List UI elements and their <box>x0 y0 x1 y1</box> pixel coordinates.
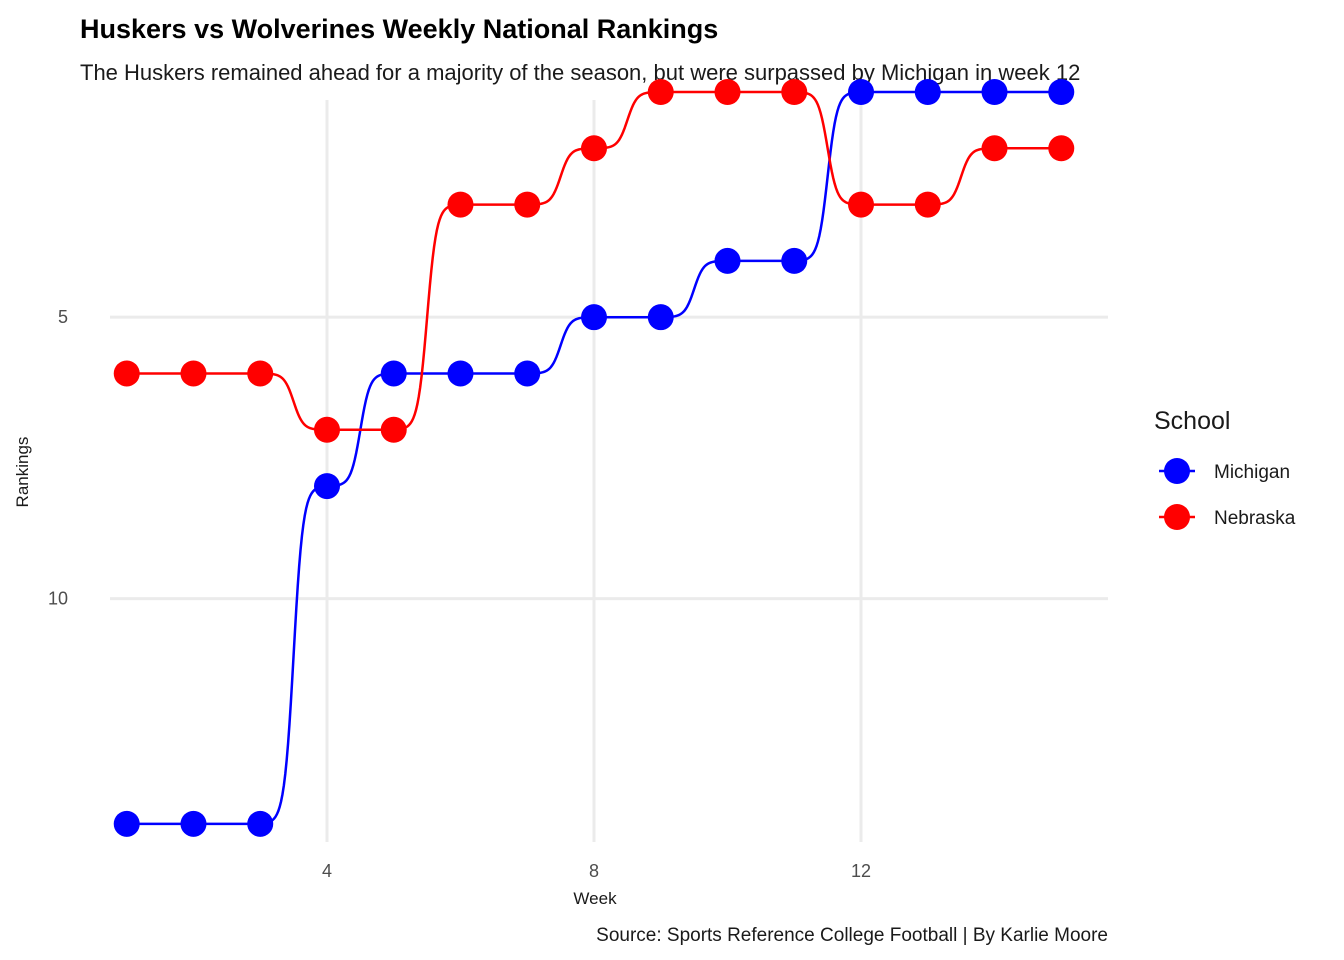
nebraska-point-week-6 <box>447 191 474 218</box>
michigan-point-week-1 <box>113 810 140 837</box>
legend-swatch-nebraska <box>1164 504 1190 530</box>
legend-item-nebraska: Nebraska <box>1159 504 1296 530</box>
michigan-point-week-3 <box>247 810 274 837</box>
legend-label-michigan: Michigan <box>1214 462 1290 483</box>
michigan-point-week-13 <box>914 79 941 105</box>
michigan-point-week-11 <box>781 247 808 274</box>
y-tick-label-5: 5 <box>58 307 68 327</box>
nebraska-point-week-12 <box>848 191 875 218</box>
nebraska-point-week-2 <box>180 360 207 387</box>
nebraska-point-week-13 <box>914 191 941 218</box>
legend-title: School <box>1154 407 1230 435</box>
nebraska-point-week-7 <box>514 191 541 218</box>
nebraska-point-week-5 <box>380 416 407 443</box>
michigan-point-week-8 <box>581 304 607 331</box>
x-tick-label-4: 4 <box>322 861 332 881</box>
chart-subtitle: The Huskers remained ahead for a majorit… <box>80 60 1080 85</box>
chart-title: Huskers vs Wolverines Weekly National Ra… <box>80 14 718 44</box>
nebraska-point-week-8 <box>581 135 607 162</box>
legend-item-michigan: Michigan <box>1159 458 1290 484</box>
axis-ticks: 4 8 12 5 10 <box>48 307 871 881</box>
x-axis-label: Week <box>573 889 617 908</box>
legend: School Michigan Nebraska <box>1154 407 1296 530</box>
michigan-point-week-9 <box>647 304 674 331</box>
michigan-point-week-14 <box>981 79 1008 105</box>
michigan-point-week-4 <box>313 473 340 500</box>
nebraska-point-week-4 <box>313 416 340 443</box>
nebraska-point-week-11 <box>781 79 808 105</box>
michigan-point-week-12 <box>848 79 875 105</box>
michigan-point-week-10 <box>714 247 741 274</box>
nebraska-point-week-10 <box>714 79 741 105</box>
legend-swatch-michigan <box>1164 458 1190 484</box>
michigan-point-week-5 <box>380 360 407 387</box>
legend-label-nebraska: Nebraska <box>1214 508 1296 529</box>
nebraska-point-week-15 <box>1048 135 1075 162</box>
y-tick-label-10: 10 <box>48 589 68 609</box>
chart-caption: Source: Sports Reference College Footbal… <box>596 925 1108 946</box>
x-tick-label-12: 12 <box>851 861 871 881</box>
michigan-point-week-15 <box>1048 79 1075 105</box>
x-tick-label-8: 8 <box>589 861 599 881</box>
data-points <box>113 79 1075 837</box>
michigan-point-week-2 <box>180 810 207 837</box>
gridlines <box>110 100 1108 842</box>
michigan-point-week-7 <box>514 360 541 387</box>
y-axis-label: Rankings <box>13 437 32 508</box>
nebraska-point-week-9 <box>647 79 674 105</box>
nebraska-point-week-1 <box>113 360 140 387</box>
nebraska-point-week-3 <box>247 360 274 387</box>
michigan-point-week-6 <box>447 360 474 387</box>
nebraska-point-week-14 <box>981 135 1008 162</box>
